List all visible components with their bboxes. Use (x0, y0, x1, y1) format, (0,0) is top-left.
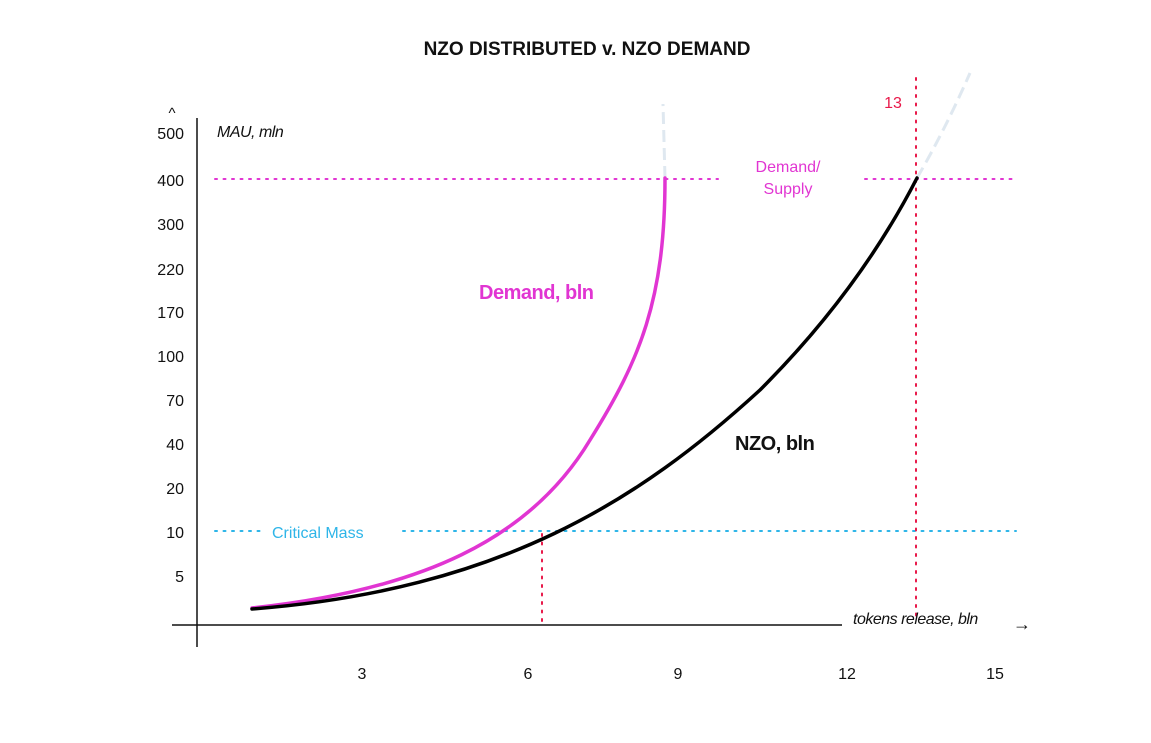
x-tick-label: 3 (358, 666, 367, 683)
y-tick-label: 70 (166, 393, 184, 410)
x-tick-label: 6 (524, 666, 533, 683)
y-tick-label: 220 (157, 262, 184, 279)
y-ticks: 500 400 300 220 170 100 70 40 20 10 5 (157, 126, 184, 586)
y-axis-label: MAU, mln (217, 124, 284, 141)
axes: ^ → (168, 105, 1031, 647)
demand-series-label: Demand, bln (479, 282, 594, 304)
critical-mass-label: Critical Mass (272, 525, 364, 542)
nzo-series-label: NZO, bln (735, 433, 814, 455)
nzo-projection-line (915, 72, 972, 179)
y-tick-label: 20 (166, 481, 184, 498)
x-13-label: 13 (884, 95, 902, 112)
x-tick-label: 15 (986, 666, 1004, 683)
nzo-series-line (250, 176, 919, 611)
demand-series-line (250, 176, 667, 610)
y-tick-label: 500 (157, 126, 184, 143)
y-tick-label: 400 (157, 173, 184, 190)
x-axis-arrow: → (1013, 614, 1031, 634)
y-tick-label: 40 (166, 437, 184, 454)
y-tick-label: 5 (175, 569, 184, 586)
demand-supply-label-line1: Demand/ (756, 159, 821, 176)
demand-projection-line (661, 103, 667, 179)
x-tick-label: 12 (838, 666, 856, 683)
x-tick-label: 9 (674, 666, 683, 683)
y-tick-label: 300 (157, 217, 184, 234)
x-ticks: 3 6 9 12 15 (358, 666, 1004, 683)
y-tick-label: 170 (157, 305, 184, 322)
y-axis-arrow: ^ (168, 105, 175, 122)
x-axis-label: tokens release, bln (853, 611, 978, 628)
chart-title: NZO DISTRIBUTED v. NZO DEMAND (424, 39, 751, 60)
y-tick-label: 100 (157, 349, 184, 366)
demand-supply-label-line2: Supply (764, 181, 813, 198)
y-tick-label: 10 (166, 525, 184, 542)
